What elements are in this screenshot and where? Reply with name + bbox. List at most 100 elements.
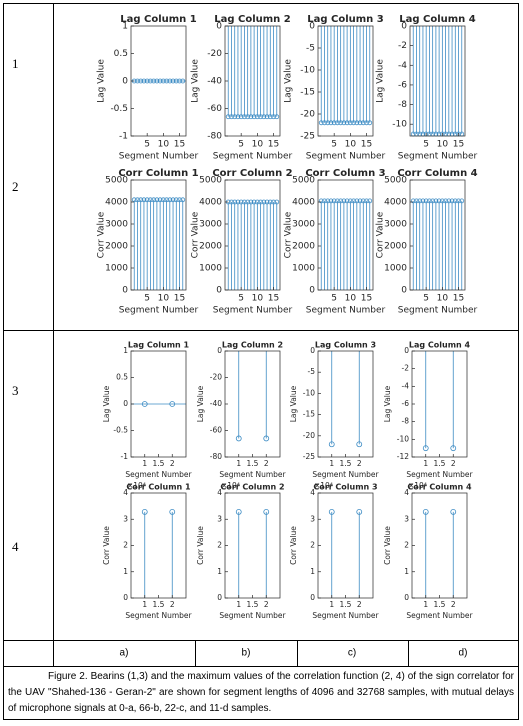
stem-marker bbox=[347, 198, 353, 204]
y-tick-label: -8 bbox=[402, 417, 410, 426]
stem-marker bbox=[357, 198, 363, 204]
x-tick-label: 1.5 bbox=[247, 459, 259, 468]
y-tick-label: 4 bbox=[217, 488, 222, 497]
x-axis-label: Segment Number bbox=[406, 470, 473, 479]
x-tick-label: 2 bbox=[170, 459, 175, 468]
y-tick-label: 3000 bbox=[199, 220, 222, 230]
y-tick-label: 4000 bbox=[105, 198, 128, 208]
x-tick-label: 10 bbox=[345, 294, 357, 304]
stem-marker bbox=[331, 198, 337, 204]
x-tick-label: 15 bbox=[174, 294, 185, 304]
stem-marker bbox=[135, 78, 140, 84]
stem-marker bbox=[242, 114, 247, 120]
stem-marker bbox=[154, 78, 160, 84]
y-tick-label: 0 bbox=[401, 286, 407, 296]
stem-marker bbox=[154, 197, 160, 203]
stem-marker bbox=[245, 199, 251, 205]
stem-marker bbox=[449, 198, 455, 204]
plot-area bbox=[412, 493, 467, 598]
y-tick-label: 2000 bbox=[199, 242, 222, 252]
y-tick-label: 0 bbox=[309, 286, 315, 296]
y-axis-label: Lag Value bbox=[191, 59, 201, 103]
stem-marker bbox=[261, 199, 267, 205]
stem-marker bbox=[338, 120, 344, 126]
plot-area bbox=[318, 180, 373, 290]
stem-marker bbox=[144, 197, 150, 203]
stem-marker bbox=[328, 120, 334, 126]
stem-marker bbox=[446, 198, 452, 204]
stem-marker bbox=[367, 198, 373, 204]
x-axis-label: Segment Number bbox=[312, 470, 379, 479]
y-tick-label: -4 bbox=[402, 381, 410, 390]
y-tick-label: 0 bbox=[123, 593, 128, 602]
y-tick-label: 0 bbox=[404, 346, 409, 355]
stem-marker bbox=[422, 445, 429, 452]
x-tick-label: 10 bbox=[158, 294, 170, 304]
x-tick-label: 2 bbox=[170, 600, 175, 609]
y-tick-label: -20 bbox=[303, 431, 315, 440]
stem-marker bbox=[322, 198, 327, 204]
column-label: a) bbox=[120, 648, 129, 659]
y-axis-label: Corr Value bbox=[383, 526, 392, 565]
plot-area bbox=[318, 351, 373, 457]
y-multiplier: ×10⁴ bbox=[314, 481, 333, 490]
x-tick-label: 1 bbox=[423, 459, 428, 468]
x-tick-label: 15 bbox=[453, 140, 464, 150]
plot-area bbox=[410, 180, 465, 290]
stem-marker bbox=[427, 198, 432, 204]
stem-marker bbox=[274, 199, 280, 205]
stem-marker bbox=[354, 198, 360, 204]
chart-title: Lag Column 2 bbox=[214, 14, 291, 25]
stem-marker bbox=[263, 435, 270, 442]
x-tick-label: 1.5 bbox=[153, 600, 165, 609]
plot-area bbox=[225, 180, 280, 290]
y-axis-label: Corr Value bbox=[97, 211, 107, 258]
y-tick-label: 0 bbox=[401, 22, 407, 32]
y-tick-label: -20 bbox=[300, 110, 315, 120]
stem-marker bbox=[141, 508, 148, 515]
figure-caption: Figure 2. Bearins (1,3) and the maximum … bbox=[8, 671, 514, 714]
stem-marker bbox=[169, 401, 176, 407]
y-tick-label: -0.5 bbox=[110, 104, 128, 114]
stem-marker bbox=[141, 401, 148, 407]
x-tick-label: 2 bbox=[357, 459, 362, 468]
x-tick-label: 1 bbox=[142, 600, 147, 609]
plot-area bbox=[318, 493, 373, 598]
x-tick-label: 1.5 bbox=[434, 459, 446, 468]
stem-marker bbox=[160, 197, 166, 203]
x-tick-label: 5 bbox=[331, 294, 337, 304]
y-tick-label: 0 bbox=[122, 77, 128, 87]
stem-marker bbox=[344, 198, 350, 204]
chart-title: Corr Column 1 bbox=[126, 483, 191, 492]
x-tick-label: 2 bbox=[451, 600, 456, 609]
chart-title: Lag Column 3 bbox=[315, 341, 376, 350]
x-tick-label: 10 bbox=[437, 294, 449, 304]
chart-title: Corr Column 2 bbox=[212, 168, 292, 179]
stem-marker bbox=[433, 198, 439, 204]
chart-title: Corr Column 4 bbox=[397, 168, 477, 179]
stem-marker bbox=[164, 78, 169, 84]
stem-marker bbox=[360, 120, 366, 126]
stem-marker bbox=[328, 198, 334, 204]
table-outline bbox=[3, 3, 519, 720]
stem-marker bbox=[450, 508, 457, 515]
y-tick-label: 2000 bbox=[384, 242, 407, 252]
stem-marker bbox=[138, 78, 144, 84]
y-tick-label: 2 bbox=[404, 541, 409, 550]
x-tick-label: 1 bbox=[423, 600, 428, 609]
y-tick-label: 4000 bbox=[199, 198, 222, 208]
y-multiplier: ×10⁴ bbox=[221, 481, 240, 490]
stem-marker bbox=[420, 198, 426, 204]
y-tick-label: -15 bbox=[300, 88, 315, 98]
x-axis-label: Segment Number bbox=[306, 152, 386, 162]
stem-marker bbox=[248, 114, 254, 120]
y-tick-label: 5000 bbox=[105, 176, 128, 186]
y-tick-label: -40 bbox=[207, 77, 222, 87]
stem-marker bbox=[430, 198, 436, 204]
y-tick-label: 4 bbox=[310, 488, 315, 497]
x-tick-label: 10 bbox=[437, 140, 449, 150]
stem-marker bbox=[258, 114, 263, 120]
stem-marker bbox=[235, 199, 241, 205]
y-tick-label: 5000 bbox=[384, 176, 407, 186]
